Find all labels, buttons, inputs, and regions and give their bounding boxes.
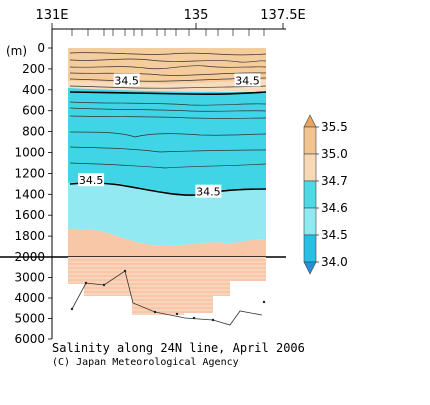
legend-swatch (303, 126, 317, 155)
contour-line (69, 85, 267, 89)
contour-label: 34.5 (113, 73, 140, 87)
legend-swatch (303, 180, 317, 209)
bottom-pink-fill (68, 228, 266, 257)
contour-line (69, 52, 267, 56)
depth-tick-label: 2000 (14, 250, 45, 264)
depth-tick-label: 4000 (14, 291, 45, 305)
station-dot (211, 318, 215, 322)
contour-line (69, 115, 267, 119)
upper-panel-fills (68, 48, 266, 257)
contour-line (69, 107, 267, 112)
depth-axis: 0 200 400 600 800 1000 1200 1400 1600 1800 2000 300… (14, 41, 52, 346)
legend-level-label: 35.5 (321, 120, 348, 134)
svg-text:34.5: 34.5 (196, 186, 221, 199)
depth-tick-label: 1800 (14, 229, 45, 243)
depth-tick-label: 200 (22, 62, 45, 76)
lon-tick-label: 137.5E (260, 8, 305, 23)
lon-tick-label: 131E (35, 8, 68, 23)
legend-level-label: 34.5 (321, 228, 348, 242)
depth-tick-label: 1200 (14, 166, 45, 180)
svg-text:34.5: 34.5 (79, 174, 104, 187)
contour-line (69, 131, 267, 138)
station-dot (84, 281, 88, 285)
depth-tick-label: 3000 (14, 271, 45, 285)
contour-line (69, 72, 267, 76)
deep-light-cyan-fill (68, 182, 266, 246)
station-dot (175, 312, 179, 316)
legend-level-label: 34.7 (321, 174, 348, 188)
contour-label: 34.5 (78, 173, 105, 187)
svg-text:34.5: 34.5 (235, 74, 260, 87)
depth-tick-label: 0 (37, 41, 45, 55)
station-tick-marks (71, 29, 265, 36)
depth-tick-label: 800 (22, 125, 45, 139)
depth-tick-label: 400 (22, 83, 45, 97)
upper-contour-lines (69, 52, 267, 169)
lower-panel-fills (68, 257, 266, 315)
station-dot (102, 283, 106, 287)
contour-labels: 34.5 34.5 34.5 34.5 (78, 73, 261, 199)
lon-tick-marks (51, 23, 284, 29)
legend-swatch (303, 153, 317, 182)
legend-swatch (303, 234, 317, 263)
axis-frame (51, 28, 286, 339)
legend-arrow-bottom (303, 261, 317, 275)
legend-level-label: 35.0 (321, 147, 348, 161)
station-dot (153, 310, 157, 314)
intermediate-cyan-fill (68, 88, 266, 195)
contour-line-34.5-shallow (69, 91, 267, 96)
color-legend: 35.5 35.0 34.7 34.6 34.5 34.0 (303, 114, 348, 275)
contour-label: 34.5 (195, 184, 222, 199)
depth-tick-label: 1000 (14, 146, 45, 160)
contour-line (69, 65, 267, 70)
contour-label: 34.5 (234, 73, 261, 87)
contour-line (69, 162, 267, 169)
depth-tick-label: 1400 (14, 187, 45, 201)
contour-line (69, 58, 267, 63)
depth-tick-label: 5000 (14, 312, 45, 326)
depth-unit-label: (m) (6, 44, 27, 58)
legend-arrow-top (303, 114, 317, 128)
bottom-topography (70, 269, 266, 326)
legend-level-label: 34.0 (321, 255, 348, 269)
svg-text:34.5: 34.5 (114, 74, 139, 87)
station-dot (192, 316, 196, 320)
station-dot (123, 269, 127, 273)
depth-tick-label: 1600 (14, 208, 45, 222)
lon-tick-label: 135 (184, 8, 209, 23)
depth-tick-label: 6000 (14, 332, 45, 346)
chart-title: Salinity along 24N line, April 2006 (52, 341, 305, 355)
station-dot (262, 300, 266, 304)
legend-level-label: 34.6 (321, 201, 348, 215)
depth-tick-label: 600 (22, 104, 45, 118)
chart-credit: (C) Japan Meteorological Agency (52, 357, 239, 368)
contour-line (69, 146, 267, 153)
contour-line (69, 101, 267, 106)
legend-swatch (303, 207, 317, 236)
station-dot (70, 307, 74, 311)
deep-pink-fill (68, 257, 266, 315)
